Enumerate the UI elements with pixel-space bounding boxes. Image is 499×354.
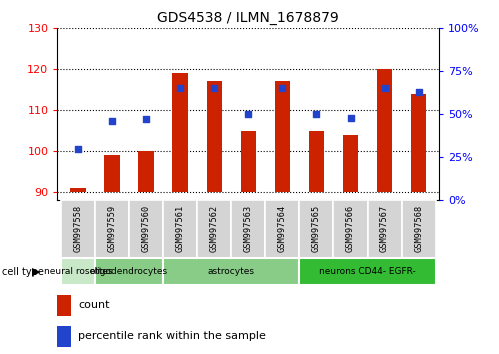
Bar — [95, 258, 163, 285]
Bar — [207, 81, 222, 192]
Text: GSM997564: GSM997564 — [278, 205, 287, 252]
Bar — [299, 258, 436, 285]
Point — [381, 86, 389, 91]
Text: GSM997560: GSM997560 — [142, 205, 151, 252]
Point — [142, 116, 150, 122]
Point — [346, 115, 354, 120]
Text: neural rosettes: neural rosettes — [43, 267, 112, 276]
Bar — [343, 135, 358, 192]
Bar — [299, 200, 333, 258]
Bar — [104, 155, 120, 192]
Bar — [70, 188, 85, 192]
Bar — [368, 200, 402, 258]
Text: neurons CD44- EGFR-: neurons CD44- EGFR- — [319, 267, 416, 276]
Title: GDS4538 / ILMN_1678879: GDS4538 / ILMN_1678879 — [157, 11, 339, 24]
Bar — [377, 69, 392, 192]
Bar — [333, 200, 368, 258]
Text: count: count — [78, 300, 110, 310]
Bar — [95, 200, 129, 258]
Bar — [61, 258, 95, 285]
Text: cell type: cell type — [2, 267, 44, 277]
Text: GSM997559: GSM997559 — [107, 205, 116, 252]
Bar — [57, 326, 71, 347]
Text: GSM997562: GSM997562 — [210, 205, 219, 252]
Text: GSM997558: GSM997558 — [73, 205, 82, 252]
Point — [244, 111, 252, 117]
Text: GSM997568: GSM997568 — [414, 205, 423, 252]
Bar — [163, 258, 299, 285]
Text: percentile rank within the sample: percentile rank within the sample — [78, 331, 266, 341]
Text: GSM997561: GSM997561 — [176, 205, 185, 252]
Bar — [265, 200, 299, 258]
Text: oligodendrocytes: oligodendrocytes — [90, 267, 168, 276]
Text: GSM997563: GSM997563 — [244, 205, 253, 252]
Bar — [197, 200, 231, 258]
Text: GSM997566: GSM997566 — [346, 205, 355, 252]
Bar — [241, 131, 256, 192]
Text: GSM997567: GSM997567 — [380, 205, 389, 252]
Point — [108, 118, 116, 124]
Bar — [173, 73, 188, 192]
Bar — [129, 200, 163, 258]
Bar — [163, 200, 197, 258]
Point — [278, 86, 286, 91]
Point — [74, 146, 82, 152]
Point — [312, 111, 320, 117]
Text: GSM997565: GSM997565 — [312, 205, 321, 252]
Bar — [274, 81, 290, 192]
Bar — [402, 200, 436, 258]
Bar — [309, 131, 324, 192]
Point — [176, 86, 184, 91]
Text: astrocytes: astrocytes — [208, 267, 254, 276]
Bar — [138, 151, 154, 192]
Point — [210, 86, 218, 91]
Bar — [411, 94, 426, 192]
Bar — [61, 200, 95, 258]
Point — [415, 89, 423, 95]
Text: ▶: ▶ — [31, 267, 40, 277]
Bar — [231, 200, 265, 258]
Bar — [57, 295, 71, 316]
